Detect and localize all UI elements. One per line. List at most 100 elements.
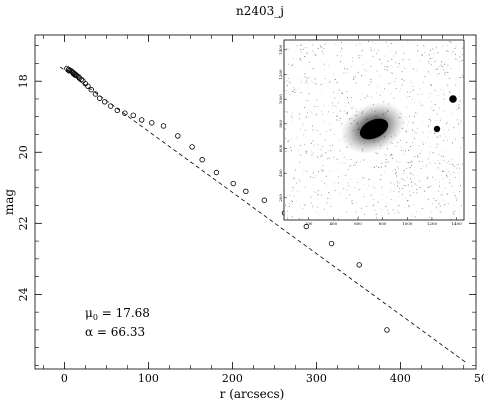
noise-speck — [435, 200, 437, 202]
noise-speck — [360, 55, 362, 57]
noise-speck — [440, 194, 442, 196]
noise-speck — [340, 41, 342, 43]
fit-parameters: μ0 = 17.68 α = 66.33 — [85, 306, 150, 339]
noise-speck — [461, 54, 463, 56]
noise-speck — [305, 47, 307, 49]
inset-star — [433, 125, 441, 133]
noise-speck — [410, 146, 411, 147]
noise-speck — [415, 132, 417, 134]
noise-speck — [438, 73, 440, 74]
noise-speck — [407, 200, 409, 202]
noise-speck — [439, 181, 441, 183]
noise-speck — [287, 217, 288, 219]
noise-speck — [323, 47, 325, 49]
noise-speck — [341, 92, 343, 94]
noise-speck — [346, 159, 348, 161]
noise-speck — [339, 50, 341, 52]
noise-speck — [419, 160, 420, 162]
noise-speck — [380, 166, 382, 168]
noise-speck — [437, 160, 439, 161]
noise-speck — [401, 188, 403, 190]
data-point — [130, 112, 136, 119]
noise-speck — [402, 194, 404, 196]
noise-speck — [408, 205, 410, 207]
noise-speck — [394, 81, 396, 82]
mu0-annotation: μ0 = 17.68 — [85, 306, 150, 322]
noise-speck — [358, 189, 360, 191]
noise-speck — [299, 180, 301, 182]
noise-speck — [346, 68, 348, 70]
noise-speck — [288, 140, 290, 142]
noise-speck — [395, 173, 397, 175]
noise-speck — [428, 54, 430, 56]
noise-speck — [363, 196, 365, 198]
noise-speck — [294, 91, 296, 93]
noise-speck — [355, 211, 357, 213]
noise-speck — [353, 77, 355, 79]
noise-speck — [399, 88, 401, 90]
x-tick-label: 300 — [306, 372, 327, 385]
noise-speck — [427, 71, 429, 73]
noise-speck — [397, 182, 399, 184]
noise-speck — [291, 121, 293, 123]
noise-speck — [285, 90, 287, 92]
noise-speck — [403, 80, 405, 82]
noise-speck — [329, 145, 331, 147]
noise-speck — [384, 55, 385, 57]
y-tick-label: 18 — [17, 74, 30, 88]
noise-speck — [436, 99, 438, 101]
noise-speck — [343, 156, 345, 158]
noise-speck — [446, 121, 448, 123]
noise-speck — [393, 97, 395, 99]
noise-speck — [312, 44, 314, 46]
noise-speck — [403, 153, 405, 155]
noise-speck — [381, 186, 383, 188]
noise-speck — [384, 66, 386, 68]
noise-speck — [328, 122, 330, 124]
noise-speck — [293, 171, 295, 173]
chart-title: n2403_j — [236, 4, 284, 18]
plot-area — [59, 65, 468, 364]
noise-speck — [350, 97, 352, 99]
noise-speck — [398, 191, 400, 193]
noise-speck — [353, 161, 355, 163]
noise-speck — [348, 194, 350, 196]
noise-speck — [315, 83, 317, 85]
noise-speck — [372, 56, 374, 58]
noise-speck — [319, 45, 321, 47]
noise-speck — [412, 215, 414, 217]
noise-speck — [391, 158, 393, 160]
noise-speck — [333, 112, 334, 114]
noise-speck — [300, 154, 302, 156]
noise-speck — [300, 51, 302, 53]
noise-speck — [425, 142, 427, 144]
noise-speck — [313, 177, 315, 179]
noise-speck — [425, 164, 427, 166]
noise-speck — [430, 107, 432, 109]
noise-speck — [406, 167, 408, 169]
inset-x-tick-label: 400 — [329, 221, 337, 226]
noise-speck — [351, 200, 353, 202]
noise-speck — [292, 177, 294, 179]
noise-speck — [375, 92, 377, 94]
noise-speck — [409, 172, 411, 174]
noise-speck — [420, 149, 422, 151]
noise-speck — [443, 69, 445, 71]
noise-speck — [322, 164, 324, 166]
noise-speck — [300, 58, 301, 60]
mu0-subscript: 0 — [93, 313, 98, 322]
noise-speck — [424, 52, 426, 54]
noise-speck — [385, 41, 387, 43]
noise-speck — [448, 78, 450, 80]
noise-speck — [289, 82, 291, 84]
noise-speck — [412, 192, 414, 194]
noise-speck — [455, 58, 457, 60]
noise-speck — [363, 178, 365, 180]
noise-speck — [435, 68, 437, 70]
noise-speck — [415, 112, 417, 114]
noise-speck — [322, 52, 324, 54]
noise-speck — [343, 110, 345, 112]
noise-speck — [434, 60, 436, 62]
noise-speck — [384, 170, 386, 172]
noise-speck — [326, 202, 328, 204]
